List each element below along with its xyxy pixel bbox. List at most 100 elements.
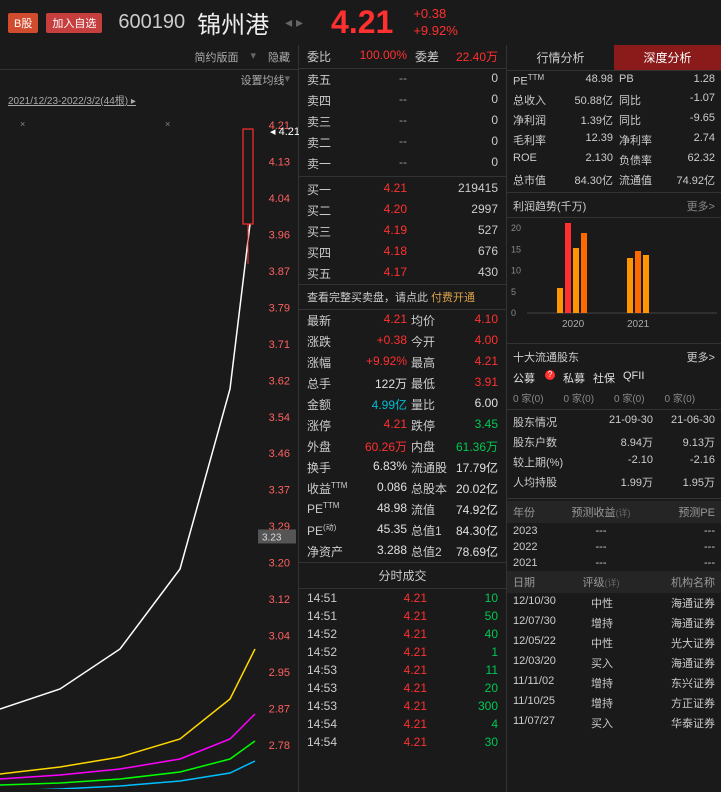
stat-row: 换手6.83%流通股17.79亿	[299, 457, 506, 478]
holder-cat: 公募	[513, 370, 535, 386]
header: B股 加入自选 600190 锦州港 ◂ ▸ 4.21 +0.38 +9.92%	[0, 0, 721, 45]
svg-text:3.04: 3.04	[269, 631, 290, 643]
profit-trend-chart: 2015105020202021	[507, 218, 721, 338]
ratio-value: 100.00%	[347, 48, 407, 65]
svg-text:×: ×	[165, 119, 170, 129]
holder-cat: 社保	[593, 370, 615, 386]
trend-more-link[interactable]: 更多>	[687, 198, 715, 214]
tick-row: 14:524.211	[299, 643, 506, 661]
stat-row: 最新4.21均价4.10	[299, 310, 506, 331]
tick-row: 14:514.2150	[299, 607, 506, 625]
trend-title: 利润趋势(千万)	[513, 198, 586, 214]
svg-text:20: 20	[511, 223, 521, 233]
financial-row: 净利润1.39亿同比-9.65	[507, 110, 721, 130]
kline-chart[interactable]: 4.214.134.043.963.873.793.713.623.543.46…	[0, 109, 299, 789]
holder-count: 0 家(0)	[614, 390, 665, 405]
svg-text:2.95: 2.95	[269, 667, 290, 679]
svg-text:4.13: 4.13	[269, 156, 290, 168]
bid-row: 买一4.21219415	[299, 179, 506, 200]
tick-row: 14:544.214	[299, 715, 506, 733]
ask-row: 卖四--0	[299, 90, 506, 111]
tick-row: 14:534.2120	[299, 679, 506, 697]
diff-value: 22.40万	[455, 48, 498, 65]
shareholder-row: 股东户数8.94万9.13万	[507, 432, 721, 452]
ask-row: 卖一--0	[299, 153, 506, 174]
svg-text:4.04: 4.04	[269, 193, 290, 205]
rating-col: 机构名称	[639, 574, 715, 590]
svg-text:◂ 4.21: ◂ 4.21	[270, 126, 299, 138]
price-change-pct: +9.92%	[413, 23, 457, 40]
shareholder-row: 股东情况21-09-3021-06-30	[507, 412, 721, 432]
rating-row: 11/10/25增持方正证券	[507, 693, 721, 713]
holder-cat: 私募	[563, 370, 585, 386]
svg-text:3.71: 3.71	[269, 339, 290, 351]
shareholder-row: 人均持股1.99万1.95万	[507, 472, 721, 492]
svg-text:3.96: 3.96	[269, 229, 290, 241]
add-favorite-button[interactable]: 加入自选	[46, 13, 102, 33]
tick-row: 14:514.2110	[299, 589, 506, 607]
fc-col: 预测收益(详)	[563, 504, 639, 520]
tick-row: 14:534.2111	[299, 661, 506, 679]
financial-row: 总收入50.88亿同比-1.07	[507, 90, 721, 110]
svg-text:3.20: 3.20	[269, 558, 290, 570]
holders-more-link[interactable]: 更多>	[687, 349, 715, 365]
nav-arrows[interactable]: ◂ ▸	[285, 14, 303, 31]
ticks-title: 分时成交	[299, 562, 506, 589]
tab-market-analysis[interactable]: 行情分析	[507, 45, 614, 70]
svg-text:10: 10	[511, 265, 521, 275]
holder-count: 0 家(0)	[665, 390, 716, 405]
rating-row: 11/07/27买入华泰证券	[507, 713, 721, 733]
bid-row: 买三4.19527	[299, 221, 506, 242]
current-price: 4.21	[331, 4, 393, 41]
tick-row: 14:544.2130	[299, 733, 506, 751]
ma-setting-button[interactable]: 设置均线	[240, 72, 284, 88]
svg-text:0: 0	[511, 308, 516, 318]
diff-label: 委差	[415, 48, 455, 65]
stat-row: 涨幅+9.92%最高4.21	[299, 352, 506, 373]
forecast-row: 2023------	[507, 523, 721, 539]
ratio-label: 委比	[307, 48, 347, 65]
shareholder-row: 较上期(%)-2.10-2.16	[507, 452, 721, 472]
analysis-panel: 行情分析 深度分析 PETTM48.98PB1.28总收入50.88亿同比-1.…	[507, 45, 721, 792]
holder-count: 0 家(0)	[564, 390, 615, 405]
rating-row: 12/03/20买入海通证券	[507, 653, 721, 673]
ask-row: 卖五--0	[299, 69, 506, 90]
rating-row: 12/07/30增持海通证券	[507, 613, 721, 633]
tick-row: 14:524.2140	[299, 625, 506, 643]
holder-count: 0 家(0)	[513, 390, 564, 405]
stat-row: PE(动)45.35总值184.30亿	[299, 520, 506, 541]
tab-deep-analysis[interactable]: 深度分析	[614, 45, 721, 70]
stat-row: 涨停4.21跌停3.45	[299, 415, 506, 436]
svg-text:2021: 2021	[627, 319, 650, 330]
bid-row: 买二4.202997	[299, 200, 506, 221]
svg-text:3.54: 3.54	[269, 412, 290, 424]
financial-row: 总市值84.30亿流通值74.92亿	[507, 170, 721, 190]
chart-panel: 简约版面▾ 隐藏 设置均线▾ 2021/12/23-2022/3/2(44根) …	[0, 45, 299, 792]
svg-text:2.87: 2.87	[269, 704, 290, 716]
svg-text:3.79: 3.79	[269, 302, 290, 314]
holders-title: 十大流通股东	[513, 349, 579, 365]
svg-text:3.87: 3.87	[269, 266, 290, 278]
info-icon[interactable]: ?	[545, 370, 555, 380]
financial-row: ROE2.130负债率62.32	[507, 150, 721, 170]
rating-row: 11/11/02增持东兴证券	[507, 673, 721, 693]
svg-text:2020: 2020	[562, 319, 585, 330]
stat-row: 总手122万最低3.91	[299, 373, 506, 394]
bid-row: 买五4.17430	[299, 263, 506, 284]
hide-button[interactable]: 隐藏	[268, 49, 290, 65]
simplified-view-button[interactable]: 简约版面	[194, 49, 238, 65]
forecast-row: 2021------	[507, 555, 721, 571]
full-orderbook-link[interactable]: 查看完整买卖盘，请点此 付费开通	[299, 284, 506, 310]
rating-col: 日期	[513, 574, 563, 590]
rating-row: 12/05/22中性光大证券	[507, 633, 721, 653]
holder-cat: QFII	[623, 370, 644, 386]
svg-text:2.78: 2.78	[269, 740, 290, 752]
svg-text:3.23: 3.23	[262, 532, 282, 543]
rating-col: 评级(详)	[563, 574, 639, 590]
svg-text:×: ×	[20, 119, 25, 129]
svg-text:3.12: 3.12	[269, 594, 290, 606]
rating-row: 12/10/30中性海通证券	[507, 593, 721, 613]
price-change: +0.38	[413, 6, 457, 23]
fc-col: 预测PE	[639, 504, 715, 520]
date-range[interactable]: 2021/12/23-2022/3/2(44根) ▸	[0, 90, 298, 109]
